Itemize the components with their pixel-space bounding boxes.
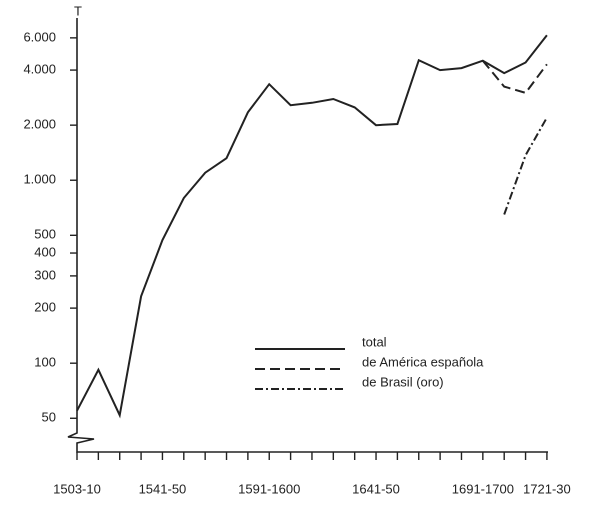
- y-tick-label: 300: [34, 267, 56, 282]
- series-line: [76, 34, 548, 419]
- y-tick-label: 500: [34, 227, 56, 242]
- x-tick-label: 1641-50: [352, 481, 400, 496]
- y-axis-label: T: [74, 3, 82, 18]
- x-tick-label: 1691-1700: [452, 481, 514, 496]
- series-line: [503, 117, 548, 215]
- legend-label: total: [362, 334, 387, 349]
- x-tick-label: 1503-10: [53, 481, 101, 496]
- y-tick-label: 4.000: [23, 62, 56, 77]
- y-tick-label: 50: [42, 410, 56, 425]
- legend-label: de Brasil (oro): [362, 374, 444, 389]
- y-tick-label: 200: [34, 300, 56, 315]
- axes: [67, 18, 548, 453]
- series-line: [482, 60, 548, 95]
- x-tick-label: 1541-50: [139, 481, 187, 496]
- y-tick-label: 1.000: [23, 172, 56, 187]
- x-tick-label: 1721-30: [523, 481, 571, 496]
- y-tick-label: 2.000: [23, 117, 56, 132]
- y-tick-label: 400: [34, 244, 56, 259]
- y-tick-label: 6.000: [23, 29, 56, 44]
- legend-label: de América española: [362, 354, 484, 369]
- y-tick-label: 100: [34, 355, 56, 370]
- x-tick-label: 1591-1600: [238, 481, 300, 496]
